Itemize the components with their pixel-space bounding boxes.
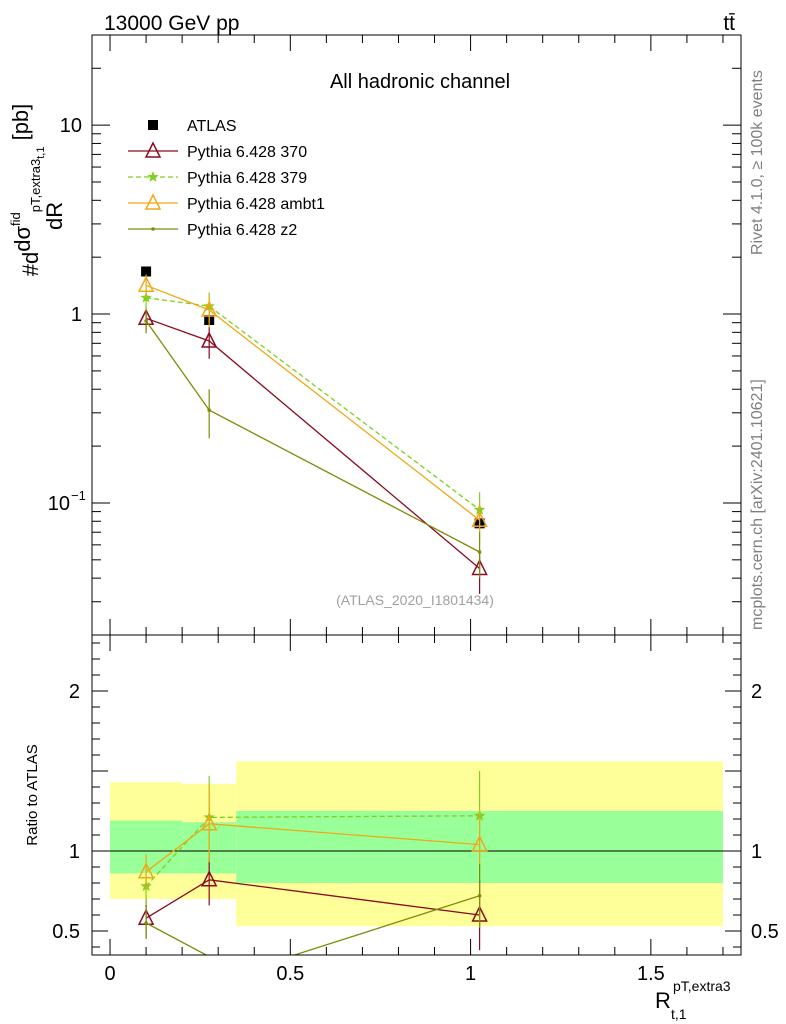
legend-label: Pythia 6.428 370 bbox=[187, 144, 307, 161]
legend: ATLAS Pythia 6.428 370 Pythia 6.428 379 Pyt… bbox=[128, 118, 325, 239]
y-axis-title-denominator: dR bbox=[42, 202, 67, 230]
legend-marker bbox=[144, 193, 162, 210]
series-line bbox=[145, 815, 480, 887]
series-line bbox=[145, 320, 480, 553]
data-point bbox=[477, 550, 482, 554]
x-axis-title-main: R bbox=[655, 988, 671, 1013]
y-tick-label-right: 0.5 bbox=[751, 921, 779, 943]
series-pythia-6-428-379 bbox=[140, 287, 486, 533]
x-axis-title-superscript: pT,extra3 bbox=[673, 978, 731, 994]
analysis-label: (ATLAS_2020_I1801434) bbox=[336, 592, 494, 608]
legend-marker bbox=[148, 120, 158, 130]
y-tick-label: 0.5 bbox=[52, 921, 80, 943]
x-tick-label: 1.5 bbox=[637, 963, 665, 985]
data-point bbox=[200, 331, 218, 348]
y-tick-label: 2 bbox=[69, 681, 80, 703]
source-label: mcplots.cern.ch [arXiv:2401.10621] bbox=[749, 379, 766, 630]
data-point bbox=[144, 921, 148, 925]
y-axis-title: #ddσfidpT,extra3t,1 [pb] dR bbox=[8, 104, 67, 277]
series-atlas bbox=[141, 266, 485, 529]
process-label: tt̄ bbox=[723, 12, 735, 35]
x-axis-title: R pT,extra3 t,1 bbox=[655, 978, 731, 1022]
ratio-y-axis-title: Ratio to ATLAS bbox=[24, 744, 41, 845]
y-tick-label: 1 bbox=[71, 304, 82, 326]
series-pythia-6-428-370 bbox=[137, 307, 488, 594]
legend-label: Pythia 6.428 379 bbox=[187, 170, 307, 187]
chart-title: All hadronic channel bbox=[330, 71, 510, 93]
energy-label: 13000 GeV pp bbox=[104, 12, 239, 35]
y-tick-exponent: −1 bbox=[71, 488, 86, 503]
ratio-bands bbox=[110, 761, 723, 927]
data-point bbox=[137, 862, 155, 879]
data-point bbox=[200, 814, 218, 831]
series-line bbox=[145, 895, 480, 955]
y-tick-label: 10 bbox=[48, 493, 70, 515]
data-point bbox=[471, 834, 488, 852]
legend-label: Pythia 6.428 z2 bbox=[187, 222, 297, 239]
data-point bbox=[137, 275, 155, 293]
data-point bbox=[200, 870, 218, 887]
x-tick-label: 0 bbox=[104, 963, 115, 985]
data-point bbox=[200, 300, 218, 317]
ratio-axes: 0.5 0.5 1 1 2 2 0 0.5 1 1.5 bbox=[52, 635, 779, 985]
y-axis-title-text: #ddσfidpT,extra3t,1 [pb] bbox=[8, 104, 47, 277]
x-tick-label: 1 bbox=[465, 963, 476, 985]
series-pythia-6-428-z2 bbox=[144, 310, 482, 579]
legend-label: ATLAS bbox=[187, 118, 237, 135]
series-pythia-6-428-ambt1 bbox=[137, 785, 488, 890]
legend-label: Pythia 6.428 ambt1 bbox=[187, 196, 325, 213]
x-axis-title-subscript: t,1 bbox=[671, 1006, 687, 1022]
legend-item: ATLAS bbox=[148, 118, 237, 135]
legend-marker bbox=[151, 227, 155, 231]
main-series-group bbox=[137, 266, 488, 594]
y-tick-label: 10 bbox=[60, 115, 82, 137]
legend-item: Pythia 6.428 379 bbox=[128, 170, 307, 187]
legend-item: Pythia 6.428 ambt1 bbox=[128, 193, 325, 213]
y-tick-label-right: 2 bbox=[751, 681, 762, 703]
data-point bbox=[477, 894, 482, 898]
data-point bbox=[144, 319, 148, 323]
data-point bbox=[471, 510, 488, 527]
ratio-series-group bbox=[137, 771, 488, 962]
legend-item: Pythia 6.428 370 bbox=[128, 141, 307, 161]
rivet-version-label: Rivet 4.1.0, ≥ 100k events bbox=[749, 70, 766, 255]
x-tick-label: 0.5 bbox=[276, 963, 304, 985]
y-tick-label: 1 bbox=[69, 841, 80, 863]
series-line bbox=[145, 284, 480, 521]
ratio-panel: 0.5 0.5 1 1 2 2 0 0.5 1 1.5 Ratio to ATLAS R pT,e… bbox=[24, 634, 779, 1022]
legend-item: Pythia 6.428 z2 bbox=[128, 222, 297, 239]
series-line bbox=[146, 297, 480, 511]
series-line bbox=[145, 317, 481, 569]
legend-marker bbox=[147, 171, 159, 182]
series-pythia-6-428-ambt1 bbox=[137, 274, 488, 544]
y-tick-label-right: 1 bbox=[751, 841, 762, 863]
data-point bbox=[141, 266, 152, 277]
data-point bbox=[207, 408, 211, 412]
legend-marker bbox=[144, 141, 162, 158]
ratio-frame bbox=[91, 634, 742, 956]
data-point bbox=[278, 958, 282, 962]
